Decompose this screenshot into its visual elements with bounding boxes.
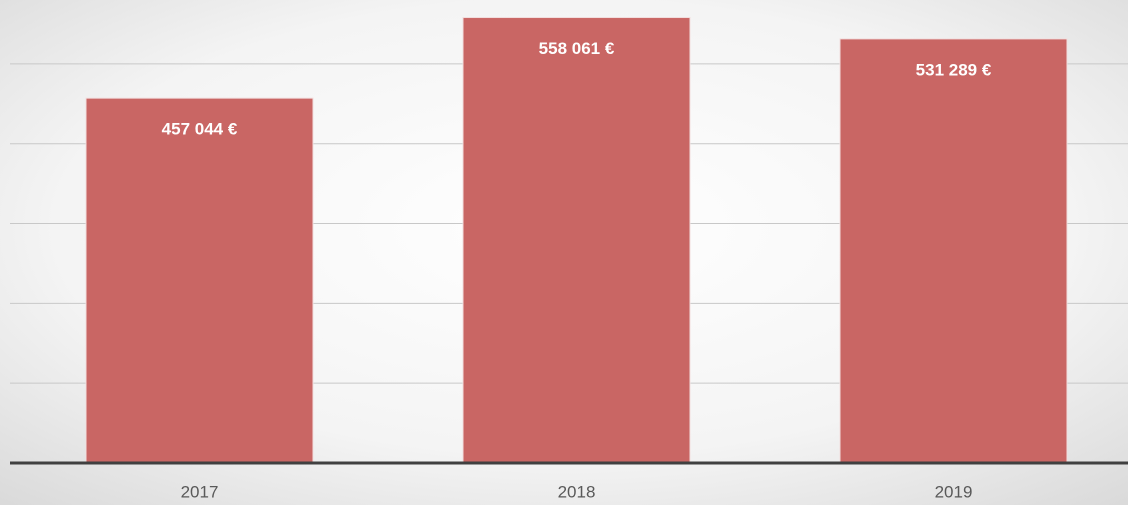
- x-tick-label: 2017: [181, 482, 219, 501]
- x-tick-label: 2018: [558, 482, 596, 501]
- value-label: 457 044 €: [162, 120, 238, 139]
- bar: [462, 17, 691, 464]
- bar: [85, 97, 314, 464]
- value-label: 558 061 €: [539, 39, 615, 58]
- x-tick-label: 2019: [935, 482, 973, 501]
- bar: [839, 38, 1068, 464]
- value-label: 531 289 €: [916, 60, 992, 79]
